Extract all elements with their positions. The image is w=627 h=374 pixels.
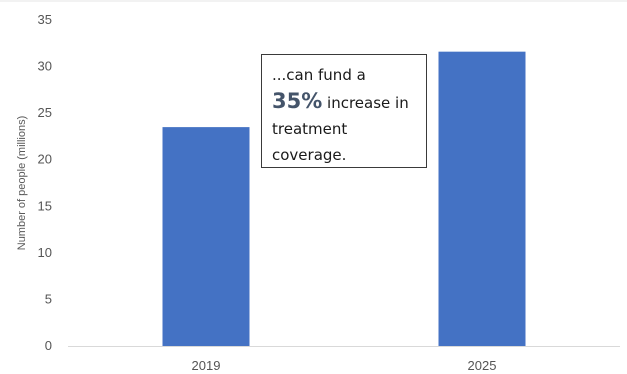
y-tick-label-1: 5 xyxy=(45,291,52,306)
callout-line-1: ...can fund a xyxy=(272,66,366,84)
callout-line-2: 35% increase in xyxy=(272,88,418,116)
callout-line-2-text: increase in xyxy=(327,94,409,112)
y-tick-label-2: 10 xyxy=(38,245,52,260)
y-tick-label-6: 30 xyxy=(38,59,52,74)
callout-line-3: treatment xyxy=(272,120,348,138)
bar-2019 xyxy=(162,127,250,346)
y-tick-label-4: 20 xyxy=(38,152,52,167)
y-tick-label-5: 25 xyxy=(38,105,52,120)
annotation-callout: ...can fund a 35% increase in treatment … xyxy=(261,54,427,168)
callout-line-4: coverage. xyxy=(272,146,347,164)
x-tick-label-2019: 2019 xyxy=(192,358,221,373)
y-tick-label-3: 15 xyxy=(38,198,52,213)
bars xyxy=(162,51,526,346)
y-axis-title: Number of people (millions) xyxy=(16,116,28,251)
bar-2025 xyxy=(438,51,526,346)
callout-highlight: 35% xyxy=(272,89,323,113)
x-tick-label-2025: 2025 xyxy=(468,358,497,373)
y-tick-label-0: 0 xyxy=(45,338,52,353)
y-tick-label-7: 35 xyxy=(38,12,52,27)
x-axis-ticks: 2019 2025 xyxy=(192,358,497,373)
y-axis-ticks: 0 5 10 15 20 25 30 35 xyxy=(38,12,52,353)
